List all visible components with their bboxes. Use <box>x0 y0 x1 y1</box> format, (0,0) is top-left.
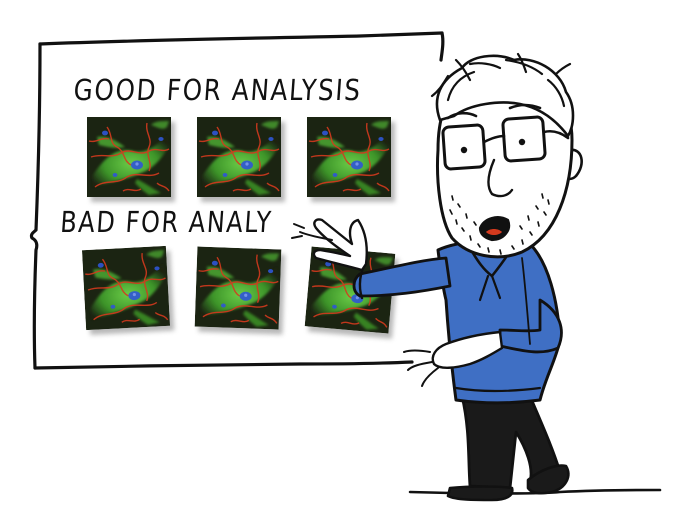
whiteboard-frame <box>29 31 445 370</box>
open-hand <box>403 330 504 387</box>
trousers <box>446 394 570 502</box>
presenter-character <box>291 52 662 502</box>
pointing-hand <box>291 218 368 272</box>
heading-bad-for-analysis: BAD FOR ANALY <box>59 205 273 239</box>
good-image-2 <box>197 117 285 202</box>
beard-stubble <box>449 193 550 255</box>
good-image-3 <box>307 117 395 202</box>
heading-good-for-analysis: GOOD FOR ANALYSIS <box>73 73 363 107</box>
head <box>430 52 583 259</box>
good-image-row <box>87 117 395 202</box>
bad-image-1 <box>82 246 175 335</box>
good-image-1 <box>87 117 175 202</box>
bad-image-row <box>82 246 399 339</box>
bad-image-2 <box>194 247 286 335</box>
